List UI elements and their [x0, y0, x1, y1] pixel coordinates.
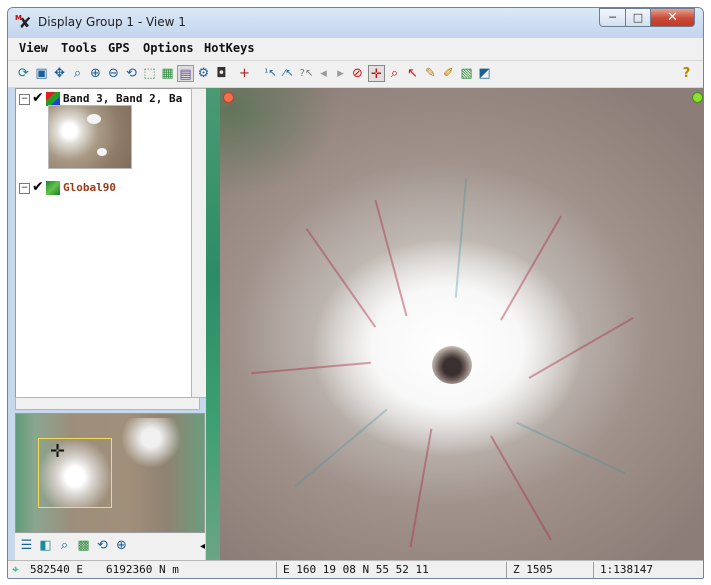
overview-view-extent-box[interactable]: [38, 438, 112, 508]
terrain-streak: [516, 421, 626, 475]
pan-icon[interactable]: ✥: [54, 66, 65, 81]
elevation-raster-icon: [46, 181, 60, 195]
collapse-toggle[interactable]: −: [19, 94, 30, 105]
collapse-panel-arrow-icon[interactable]: ◂: [200, 541, 206, 552]
view-edge-strip: [206, 88, 220, 560]
help-icon[interactable]: ?: [682, 66, 691, 81]
terrain-streak: [305, 228, 377, 328]
redraw-icon[interactable]: ⟳: [18, 66, 29, 81]
title-bar[interactable]: ✘ M Display Group 1 - View 1 ─ □ ✕: [8, 8, 703, 37]
easting-readout: 582540 E: [30, 563, 83, 576]
map-view-canvas[interactable]: [220, 88, 703, 560]
map-scale-readout: 1:138147: [593, 562, 653, 578]
zoom-tool-icon[interactable]: ⌕: [390, 66, 399, 81]
layer-name: Global90: [63, 181, 116, 194]
visibility-checkbox[interactable]: ✔: [32, 90, 44, 106]
layer-list-horizontal-scrollbar[interactable]: [15, 397, 200, 410]
elevation-readout: Z 1505: [506, 562, 553, 578]
menu-options[interactable]: Options: [143, 41, 194, 55]
list-icon[interactable]: ☰: [20, 538, 33, 553]
window-title: Display Group 1 - View 1: [38, 15, 186, 29]
toolbar: ⟳ ▣ ✥ ⌕ ⊕ ⊖ ⟲ ⬚ ▦ ▤ ⚙ ◘ + ¹↖ ⁄↖ ?↖ ◂ ▸ ⊘…: [8, 60, 703, 87]
menu-gps[interactable]: GPS: [108, 41, 130, 55]
zoom-out-icon[interactable]: ⊖: [108, 66, 119, 81]
add-layer-icon[interactable]: +: [239, 66, 250, 81]
terrain-streak: [251, 361, 371, 375]
thumbnail-snow: [87, 114, 101, 124]
collapse-toggle[interactable]: −: [19, 183, 30, 194]
terrain-streak: [500, 215, 562, 321]
cancel-icon[interactable]: ⊘: [352, 66, 363, 81]
query-icon[interactable]: ?↖: [299, 68, 314, 79]
zoom-to-layer-icon[interactable]: ⬚: [143, 66, 156, 81]
zoom-in-icon[interactable]: ⊕: [116, 538, 127, 553]
layer-controls-icon[interactable]: ▦: [161, 66, 174, 81]
geographic-coordinate-readout: E 160 19 08 N 55 52 11: [276, 562, 429, 578]
magnifier-icon[interactable]: ⌕: [60, 538, 69, 553]
vegetation-area: [220, 88, 340, 198]
zoom-previous-icon[interactable]: ⟲: [97, 538, 108, 553]
rgb-raster-icon: [46, 92, 60, 106]
thumbnail-snow: [97, 148, 107, 156]
overview-snow-secondary: [121, 418, 181, 468]
zoom-to-extent-icon[interactable]: ▩: [77, 538, 90, 553]
maximize-button[interactable]: □: [625, 8, 651, 27]
terrain-streak: [454, 178, 468, 298]
select-element-icon[interactable]: ¹↖: [264, 68, 277, 79]
crosshair-icon[interactable]: ✛: [368, 65, 385, 82]
full-view-icon[interactable]: ▣: [35, 66, 48, 81]
green-indicator-icon[interactable]: [692, 92, 703, 103]
terrain-streak: [409, 428, 433, 548]
overview-snow: [38, 438, 112, 508]
terrain-streak: [528, 317, 634, 379]
pointer-icon[interactable]: ↖: [407, 66, 418, 81]
terrain-streak: [490, 435, 552, 541]
multi-select-icon[interactable]: ⁄↖: [283, 68, 294, 79]
volcano-crater: [432, 346, 472, 384]
northing-readout: 6192360 N m: [106, 563, 179, 576]
measure-icon[interactable]: ✎: [425, 66, 436, 81]
next-icon[interactable]: ▸: [337, 66, 344, 81]
status-bar: ⌖ 582540 E 6192360 N m E 160 19 08 N 55 …: [8, 560, 703, 578]
tntmips-app-icon[interactable]: ✘ M: [15, 14, 32, 32]
overview-toolbar: ☰ ◧ ⌕ ▩ ⟲ ⊕ ◂: [15, 533, 205, 560]
overview-crosshair-icon: ✛: [50, 441, 66, 462]
terrain-streak: [374, 199, 408, 317]
menu-view[interactable]: View: [19, 41, 48, 55]
minimize-button[interactable]: ─: [599, 8, 626, 27]
sketch-icon[interactable]: ✐: [443, 66, 454, 81]
spatial-data-editor-icon[interactable]: ▧: [460, 66, 473, 81]
layer-thumbnail: [48, 105, 132, 169]
display-window: ✘ M Display Group 1 - View 1 ─ □ ✕ View T…: [7, 7, 704, 579]
overview-map[interactable]: ✛: [15, 413, 205, 533]
visibility-checkbox[interactable]: ✔: [32, 179, 44, 195]
terrain-streak: [294, 408, 388, 488]
zoom-box-icon[interactable]: ⌕: [73, 66, 82, 81]
close-button[interactable]: ✕: [650, 8, 695, 27]
layer-list-vertical-scrollbar[interactable]: [191, 88, 207, 398]
menu-tools[interactable]: Tools: [61, 41, 98, 55]
menu-bar: View Tools GPS Options HotKeys: [8, 37, 703, 60]
georeference-icon[interactable]: ◩: [478, 66, 491, 81]
stereo-icon[interactable]: ▤: [177, 65, 194, 82]
display-manager-icon[interactable]: ⚙: [197, 66, 210, 81]
gps-position-icon[interactable]: ⌖: [12, 562, 19, 576]
layers-icon[interactable]: ◧: [39, 538, 52, 553]
zoom-previous-icon[interactable]: ⟲: [126, 66, 137, 81]
camera-icon[interactable]: ◘: [216, 66, 227, 81]
zoom-in-icon[interactable]: ⊕: [90, 66, 101, 81]
layer-name: Band 3, Band 2, Ba: [63, 92, 183, 105]
menu-hotkeys[interactable]: HotKeys: [204, 41, 255, 55]
red-indicator-icon[interactable]: [223, 92, 234, 103]
previous-icon[interactable]: ◂: [320, 66, 327, 81]
